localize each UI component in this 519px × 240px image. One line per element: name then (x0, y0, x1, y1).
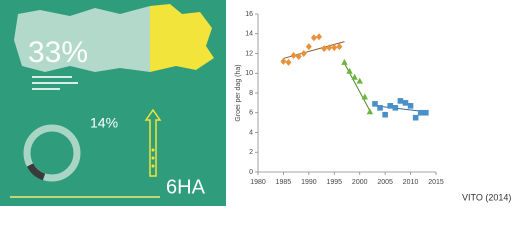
data-point (300, 50, 307, 57)
x-tick-label: 2000 (352, 179, 368, 186)
arrow-dot (151, 156, 155, 160)
data-point (412, 114, 419, 121)
y-tick-label: 12 (245, 50, 253, 57)
y-tick-label: 4 (249, 129, 253, 136)
data-point (316, 33, 323, 41)
trend-line (374, 105, 426, 113)
x-tick-label: 1980 (250, 179, 266, 186)
donut-segment (26, 163, 46, 181)
data-point (377, 105, 383, 111)
donut-ring (23, 124, 81, 182)
data-point (407, 103, 414, 109)
caption: VITO (2014) (462, 192, 511, 202)
data-point (321, 45, 328, 53)
x-tick-label: 2005 (377, 179, 393, 186)
map-right (150, 4, 214, 72)
arrow (144, 108, 162, 177)
infographic: 33% 14% 6HA (0, 0, 226, 206)
data-point (397, 98, 404, 104)
data-point (417, 109, 424, 116)
data-point (402, 100, 409, 106)
arrow-dot (151, 164, 155, 168)
y-tick-label: 14 (245, 31, 253, 38)
data-point (326, 44, 333, 52)
y-tick-label: 10 (245, 70, 253, 77)
x-tick-label: 1995 (326, 179, 342, 186)
x-tick-label: 1985 (276, 179, 292, 186)
footnote-line (10, 196, 160, 198)
area-text: 6HA (166, 176, 206, 198)
map-left (14, 6, 150, 72)
y-tick-label: 8 (249, 90, 253, 97)
data-point (387, 103, 394, 109)
data-point (305, 43, 312, 51)
data-point (290, 51, 297, 59)
data-point (310, 34, 317, 42)
y-tick-label: 2 (249, 149, 253, 156)
data-point (285, 58, 292, 66)
data-point (423, 109, 429, 116)
x-tick-label: 2010 (403, 179, 419, 186)
text-line (32, 76, 72, 78)
chart: Groei per dag (ha) 0 2 4 6 8 10 12 14 16 1980 1985… (235, 11, 444, 186)
y-axis-label: Groei per dag (ha) (235, 64, 242, 121)
text-line (32, 88, 60, 90)
data-point (372, 101, 378, 107)
data-point (346, 67, 353, 74)
text-line (32, 82, 78, 84)
data-point (331, 44, 338, 52)
data-point (336, 43, 343, 51)
data-point (295, 52, 302, 60)
donut-text: 14% (90, 115, 118, 131)
data-point (351, 73, 358, 80)
data-point (280, 57, 287, 65)
x-tick-label: 2015 (428, 179, 444, 186)
data-point (356, 77, 363, 84)
data-point (341, 58, 348, 65)
y-tick-label: 6 (249, 110, 253, 117)
y-tick-label: 16 (245, 11, 253, 18)
arrow-dot (151, 148, 155, 152)
y-tick-label: 0 (249, 169, 253, 176)
share-text: 33% (28, 36, 88, 69)
page: 33% 14% 6HA Groei per dag (ha) 0 2 4 6 8 10 12… (0, 0, 511, 206)
data-point (382, 111, 388, 118)
data-point (361, 93, 368, 100)
data-point (392, 105, 399, 111)
x-tick-label: 1990 (301, 179, 317, 186)
data-point (366, 108, 374, 115)
